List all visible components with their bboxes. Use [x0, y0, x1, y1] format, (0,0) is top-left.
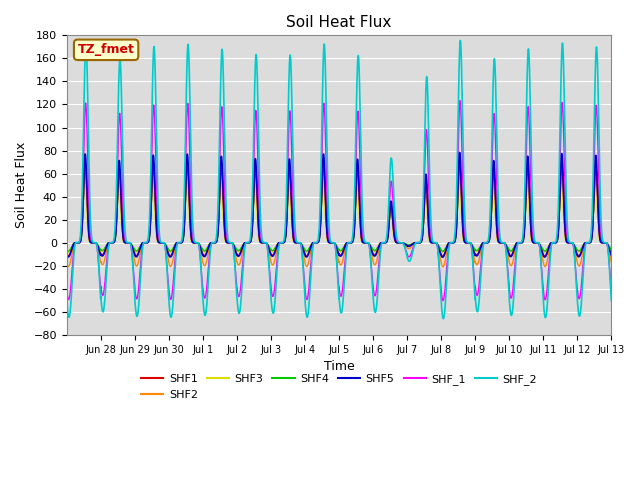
- SHF_1: [508, 293, 516, 299]
- Title: Soil Heat Flux: Soil Heat Flux: [286, 15, 392, 30]
- SHF5: [508, 252, 516, 258]
- Text: TZ_fmet: TZ_fmet: [77, 43, 134, 56]
- SHF1: [184, 166, 191, 171]
- SHF4: [500, 240, 508, 246]
- SHF3: [63, 249, 70, 254]
- SHF3: [456, 174, 463, 180]
- SHF3: [360, 240, 367, 246]
- SHF_1: [523, 133, 531, 139]
- Line: SHF_1: SHF_1: [67, 101, 611, 300]
- SHF2: [500, 240, 508, 246]
- SHF_1: [360, 239, 367, 244]
- X-axis label: Time: Time: [324, 360, 355, 373]
- SHF4: [63, 247, 70, 253]
- SHF_2: [500, 240, 508, 246]
- Legend: SHF1, SHF2, SHF3, SHF4, SHF5, SHF_1, SHF_2: SHF1, SHF2, SHF3, SHF4, SHF5, SHF_1, SHF…: [136, 370, 541, 404]
- SHF_2: [63, 298, 70, 304]
- SHF4: [360, 240, 367, 245]
- SHF1: [63, 252, 70, 257]
- SHF1: [108, 240, 115, 246]
- SHF3: [508, 248, 516, 254]
- SHF1: [360, 240, 367, 246]
- SHF_2: [607, 298, 615, 303]
- SHF_1: [607, 287, 615, 292]
- SHF_1: [439, 298, 447, 303]
- SHF4: [184, 160, 191, 166]
- SHF4: [607, 247, 615, 253]
- SHF_1: [108, 240, 115, 246]
- Line: SHF_2: SHF_2: [67, 40, 611, 319]
- SHF_2: [360, 233, 367, 239]
- SHF2: [439, 264, 447, 270]
- SHF5: [184, 154, 191, 160]
- SHF2: [184, 167, 191, 173]
- SHF_2: [108, 240, 115, 246]
- SHF3: [108, 240, 115, 246]
- SHF5: [439, 254, 447, 260]
- SHF2: [523, 181, 531, 187]
- Line: SHF5: SHF5: [67, 153, 611, 257]
- SHF2: [456, 165, 464, 171]
- SHF4: [508, 247, 516, 253]
- Line: SHF3: SHF3: [67, 177, 611, 252]
- SHF2: [360, 240, 367, 245]
- SHF4: [108, 240, 115, 246]
- SHF5: [523, 167, 531, 172]
- SHF1: [500, 240, 508, 246]
- SHF_1: [63, 287, 70, 293]
- SHF_2: [456, 37, 464, 43]
- SHF3: [607, 249, 615, 254]
- SHF_1: [500, 240, 508, 246]
- SHF_1: [184, 100, 191, 106]
- Line: SHF4: SHF4: [67, 161, 611, 251]
- SHF3: [523, 182, 531, 188]
- Line: SHF1: SHF1: [67, 165, 611, 256]
- SHF_2: [508, 312, 516, 317]
- SHF3: [438, 250, 446, 255]
- Line: SHF2: SHF2: [67, 168, 611, 267]
- SHF4: [439, 248, 447, 254]
- SHF5: [607, 252, 615, 258]
- SHF_2: [184, 43, 191, 49]
- SHF1: [439, 253, 447, 259]
- SHF_2: [440, 316, 447, 322]
- SHF1: [607, 252, 615, 257]
- SHF1: [456, 162, 463, 168]
- SHF5: [360, 240, 367, 246]
- SHF2: [63, 260, 70, 266]
- Y-axis label: Soil Heat Flux: Soil Heat Flux: [15, 142, 28, 228]
- SHF4: [523, 175, 531, 180]
- SHF1: [508, 252, 516, 257]
- SHF2: [508, 262, 516, 267]
- SHF1: [523, 176, 531, 182]
- SHF5: [63, 252, 70, 258]
- SHF_2: [523, 93, 531, 99]
- SHF4: [456, 158, 463, 164]
- SHF2: [108, 240, 115, 246]
- SHF3: [184, 181, 191, 187]
- SHF3: [500, 240, 508, 246]
- SHF2: [607, 260, 615, 266]
- SHF5: [456, 150, 463, 156]
- SHF5: [108, 240, 115, 246]
- SHF5: [500, 240, 508, 246]
- SHF_1: [456, 98, 464, 104]
